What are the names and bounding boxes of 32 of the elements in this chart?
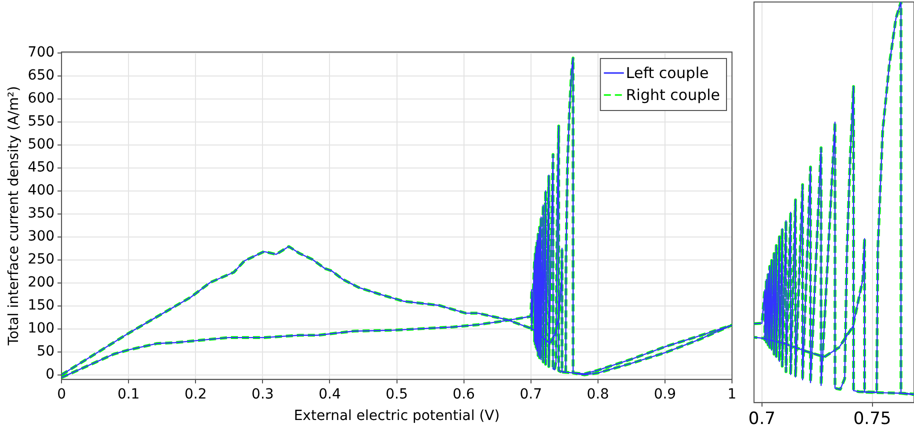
x-tick-label: 0 [57,386,66,402]
y-tick-label: 600 [28,90,55,107]
y-tick-label: 400 [28,182,55,199]
y-tick-label: 0 [46,366,55,382]
y-tick-label: 550 [28,114,55,130]
x-tick-label: 1 [728,386,736,402]
y-tick-label: 300 [28,228,55,244]
y-tick-label: 150 [28,297,55,314]
y-tick-label: 250 [28,251,55,268]
x-tick-label: 0.75 [853,409,892,430]
x-tick-label: 0.8 [586,386,610,402]
x-tick-label: 0.6 [452,386,476,402]
y-tick-label: 450 [28,160,55,176]
legend-label: Left couple [626,64,709,82]
y-tick-label: 200 [28,274,55,290]
y-tick-label: 50 [36,343,55,360]
y-tick-label: 650 [28,68,55,84]
x-tick-label: 0.9 [654,386,676,402]
y-axis-title: Total interface current density (A/m²) [6,86,22,346]
y-tick-label: 500 [28,136,55,153]
legend-label: Right couple [626,86,720,104]
x-tick-label: 0.3 [252,386,274,402]
x-tick-label: 0.7 [748,409,776,430]
x-axis-title: External electric potential (V) [294,408,500,424]
x-tick-label: 0.7 [520,386,542,402]
y-tick-label: 100 [28,320,55,336]
x-tick-label: 0.4 [318,386,341,402]
x-tick-label: 0.5 [386,386,408,402]
x-tick-label: 0.1 [117,386,140,402]
y-tick-label: 700 [28,44,55,61]
y-tick-label: 350 [28,206,55,222]
x-tick-label: 0.2 [184,386,207,402]
